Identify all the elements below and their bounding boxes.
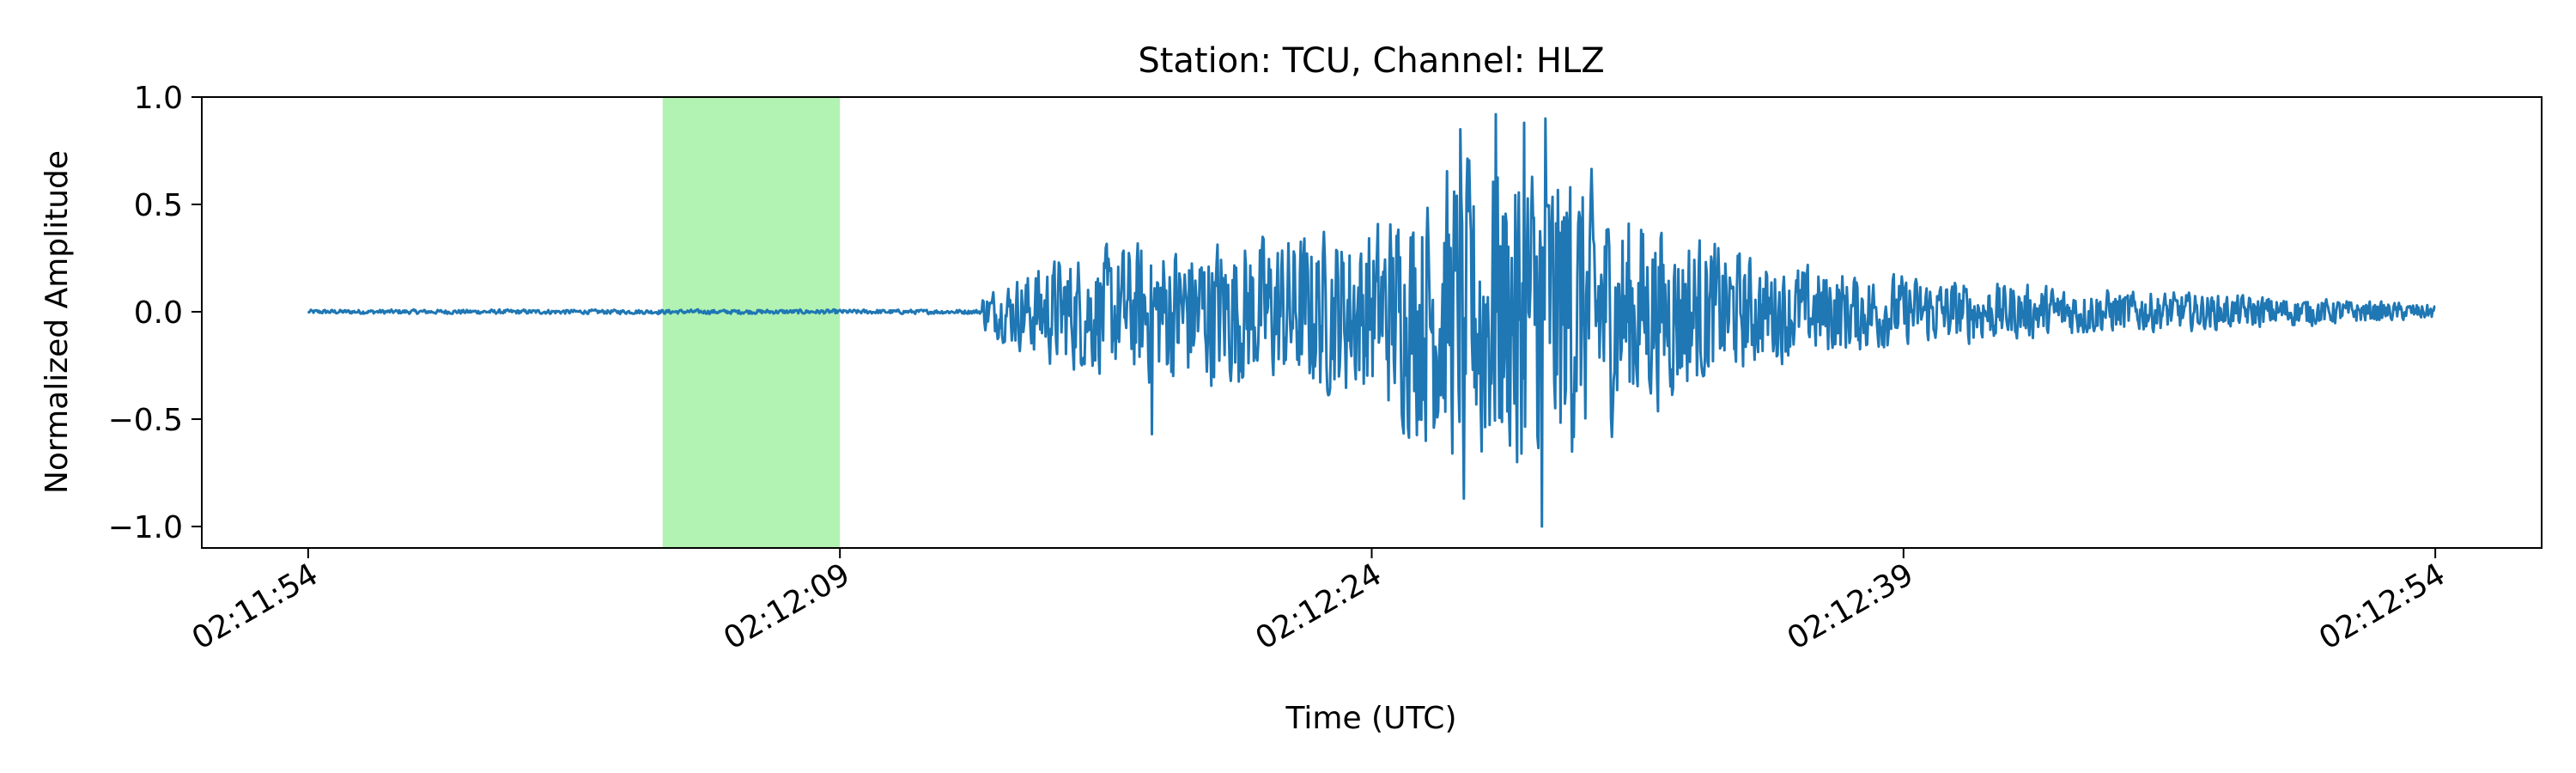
x-axis-label: Time (UTC) xyxy=(1285,701,1456,736)
x-tick-label: 02:12:24 xyxy=(1249,557,1388,656)
x-axis: 02:11:54 02:12:09 02:12:24 02:12:39 02:12:54 xyxy=(186,548,2451,657)
y-tick-label: 0.0 xyxy=(134,295,183,331)
y-axis-label: Normalized Amplitude xyxy=(39,150,75,494)
y-tick-label: −0.5 xyxy=(108,403,183,438)
chart-title: Station: TCU, Channel: HLZ xyxy=(1138,41,1604,81)
series-layer xyxy=(307,113,2436,528)
y-tick-label: 1.0 xyxy=(134,81,183,116)
waveform-line xyxy=(307,113,2436,528)
highlight-layer xyxy=(662,97,841,548)
x-tick-label: 02:12:39 xyxy=(1782,557,1920,656)
y-axis: 1.0 0.5 0.0 −0.5 −1.0 xyxy=(108,81,202,545)
y-tick-label: 0.5 xyxy=(134,188,183,223)
x-tick-label: 02:12:09 xyxy=(718,557,856,656)
x-tick-label: 02:11:54 xyxy=(186,557,325,656)
x-tick-label: 02:12:54 xyxy=(2313,557,2451,656)
highlight-window xyxy=(662,97,841,548)
y-tick-label: −1.0 xyxy=(108,510,183,545)
